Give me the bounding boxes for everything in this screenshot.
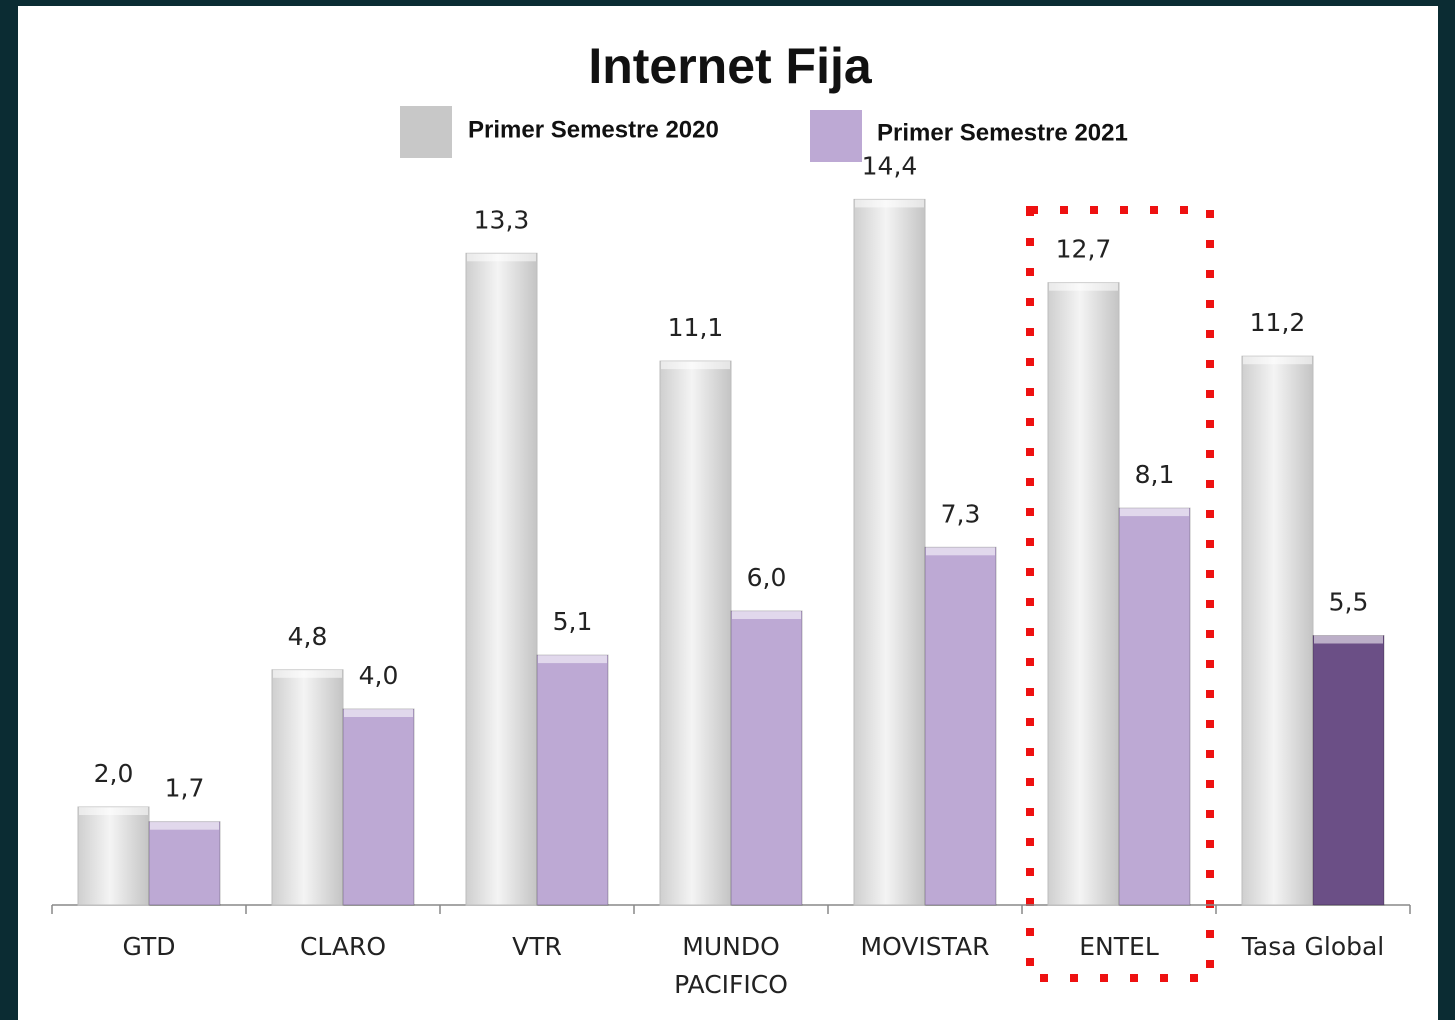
bar xyxy=(271,669,344,906)
legend-swatch xyxy=(810,110,862,162)
value-label: 5,1 xyxy=(553,607,593,636)
bar xyxy=(1241,355,1314,906)
bar-cap xyxy=(1314,635,1383,644)
bar xyxy=(342,708,415,906)
bar-cap xyxy=(732,611,801,619)
legend-label: Primer Semestre 2020 xyxy=(468,116,719,143)
bar-cap xyxy=(661,361,730,370)
value-label: 14,4 xyxy=(862,151,918,180)
value-label: 13,3 xyxy=(474,205,530,234)
x-tick-label: ENTEL xyxy=(1079,932,1159,961)
chart-title: Internet Fija xyxy=(588,38,873,94)
legend-label: Primer Semestre 2021 xyxy=(877,119,1128,146)
bar xyxy=(1118,507,1191,906)
bar-cap xyxy=(344,709,413,717)
bar xyxy=(924,546,997,906)
bar-cap xyxy=(855,199,924,208)
bar xyxy=(730,610,803,906)
bar-cap xyxy=(1120,508,1189,517)
x-tick-label: VTR xyxy=(512,932,562,961)
bar-cap xyxy=(273,669,342,678)
bar-cap xyxy=(926,547,995,556)
value-label: 5,5 xyxy=(1329,588,1369,617)
x-tick-label: Tasa Global xyxy=(1241,932,1385,961)
value-label: 11,2 xyxy=(1250,308,1306,337)
x-tick-label: MOVISTAR xyxy=(860,932,990,961)
value-label: 4,8 xyxy=(288,622,328,651)
bar xyxy=(536,654,609,906)
value-label: 1,7 xyxy=(165,774,205,803)
bar xyxy=(148,821,221,906)
value-label: 6,0 xyxy=(747,563,787,592)
value-label: 11,1 xyxy=(668,313,724,342)
bar xyxy=(465,252,538,906)
bar xyxy=(659,360,732,906)
bar xyxy=(853,198,926,906)
bar-cap xyxy=(150,821,219,830)
bar-cap xyxy=(538,655,607,664)
bar-cap xyxy=(1243,356,1312,365)
x-tick-label: CLARO xyxy=(299,932,387,961)
value-label: 8,1 xyxy=(1135,460,1175,489)
x-tick-label: GTD xyxy=(122,932,176,961)
legend-swatch xyxy=(400,106,452,158)
highlight-box xyxy=(1026,206,1214,982)
bar xyxy=(77,806,150,906)
bar xyxy=(1312,635,1385,906)
value-label: 4,0 xyxy=(359,661,399,690)
value-label: 7,3 xyxy=(941,499,981,528)
x-tick-label: MUNDO PACIFICO xyxy=(674,932,788,999)
value-label: 2,0 xyxy=(94,759,134,788)
bar xyxy=(1047,282,1120,906)
bar-cap xyxy=(79,807,148,815)
bar-cap xyxy=(1049,282,1118,291)
bar-cap xyxy=(467,253,536,262)
value-label: 12,7 xyxy=(1056,235,1112,264)
